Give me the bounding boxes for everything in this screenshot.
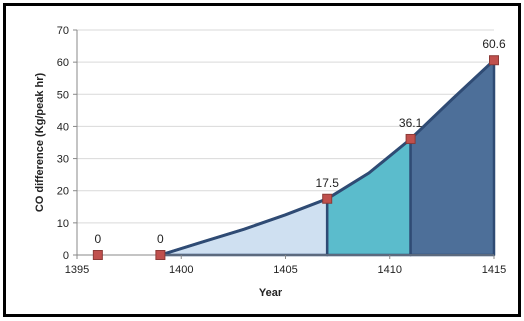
y-tick-label: 50 [57, 89, 69, 101]
data-point [92, 250, 103, 260]
data-point [489, 55, 499, 66]
data-point [405, 133, 416, 144]
data-label: 36.1 [399, 116, 423, 130]
y-tick-label: 20 [57, 186, 69, 198]
y-tick-label: 30 [57, 154, 69, 166]
y-tick-label: 40 [57, 121, 69, 133]
area-segment-3 [409, 58, 496, 257]
x-tick-label: 1400 [169, 264, 193, 276]
data-point [155, 250, 166, 260]
chart-frame: 0 10 20 30 40 50 60 70 1395 1400 1405 1410 1415 Year C… [3, 3, 521, 317]
data-label: 17.5 [316, 176, 340, 190]
x-tick-label: 1410 [378, 264, 402, 276]
co-difference-chart: 0 10 20 30 40 50 60 70 1395 1400 1405 1410 1415 Year C… [34, 25, 506, 299]
x-tick-label: 1415 [482, 264, 506, 276]
y-tick-label: 0 [63, 250, 69, 262]
data-label: 0 [95, 232, 102, 246]
x-tick-label: 1395 [65, 264, 89, 276]
x-axis-title: Year [259, 287, 283, 299]
data-label: 0 [157, 232, 164, 246]
data-label: 60.6 [482, 37, 506, 51]
y-tick-label: 10 [57, 218, 69, 230]
y-tick-label: 60 [57, 57, 69, 69]
y-tick-label: 70 [57, 25, 69, 37]
y-axis-title: CO difference (Kg/peak hr) [34, 72, 46, 212]
area-segment-2 [325, 137, 412, 257]
x-tick-label: 1405 [273, 264, 297, 276]
data-point [322, 193, 333, 204]
